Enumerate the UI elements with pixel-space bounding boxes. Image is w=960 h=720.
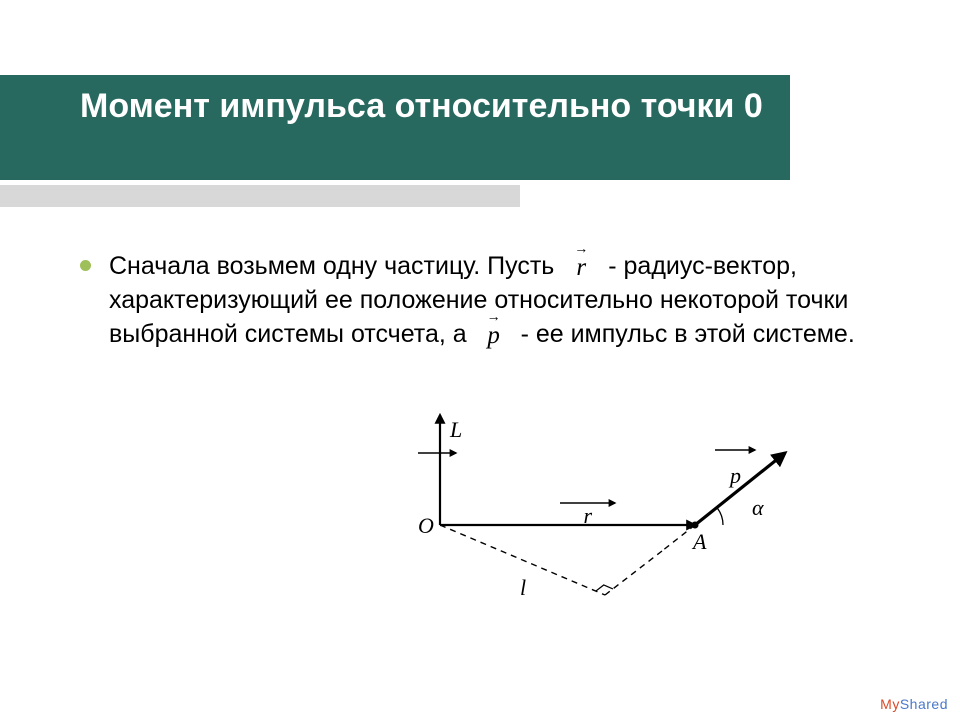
body-area: Сначала возьмем одну частицу. Пусть → r … <box>80 250 880 352</box>
svg-text:p: p <box>728 463 741 488</box>
symbol-r-vector: → r <box>561 251 601 285</box>
diagram-svg: L Or Apα l <box>400 395 815 605</box>
text-segment: Сначала возьмем одну частицу. Пусть <box>109 252 561 280</box>
svg-text:O: O <box>418 513 434 538</box>
watermark-my: My <box>880 696 900 712</box>
slide-title: Момент импульса относительно точки 0 <box>80 85 770 128</box>
slide: Момент импульса относительно точки 0 Сна… <box>0 0 960 720</box>
symbol-p-vector: → p <box>474 319 514 353</box>
svg-text:r: r <box>584 503 593 528</box>
title-underlay <box>0 185 520 207</box>
svg-text:α: α <box>752 495 764 520</box>
bullet-text: Сначала возьмем одну частицу. Пусть → r … <box>109 250 880 352</box>
vector-arrow-icon: → <box>474 315 514 321</box>
svg-text:A: A <box>691 529 707 554</box>
watermark: MyShared <box>880 696 948 712</box>
vector-arrow-icon: → <box>561 247 601 253</box>
svg-text:l: l <box>520 575 526 600</box>
symbol-p-letter: p <box>487 322 500 349</box>
diagram: L Or Apα l <box>400 395 815 605</box>
title-band: Момент импульса относительно точки 0 <box>0 75 790 180</box>
watermark-shared: Shared <box>900 696 948 712</box>
text-segment: - ее импульс в этой системе. <box>521 320 855 348</box>
bullet-item: Сначала возьмем одну частицу. Пусть → r … <box>80 250 880 352</box>
symbol-r-letter: r <box>576 254 586 281</box>
bullet-dot-icon <box>80 260 91 271</box>
svg-text:L: L <box>449 417 462 442</box>
